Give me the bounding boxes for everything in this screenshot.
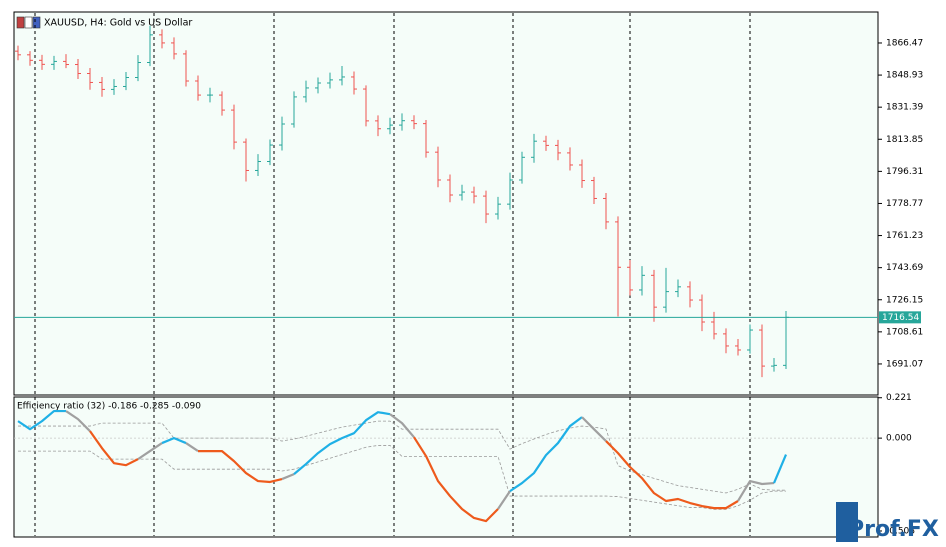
ratio-line <box>89 430 139 467</box>
ratio-line <box>281 473 295 481</box>
y-tick-label: 0.221 <box>886 393 912 403</box>
y-tick-label: 1691.07 <box>886 359 923 369</box>
y-tick-label: 1778.77 <box>886 199 923 209</box>
y-tick-label: 1708.61 <box>886 327 923 337</box>
price-label-box <box>879 311 921 324</box>
ratio-line <box>185 442 199 453</box>
ratio-line <box>737 479 775 502</box>
chart-title: XAUUSD, H4: Gold vs US Dollar <box>44 18 192 29</box>
ratio-line <box>65 410 91 432</box>
ratio-line <box>605 440 739 510</box>
y-tick-label: 1796.31 <box>886 167 923 177</box>
ratio-line <box>581 416 607 442</box>
ratio-line <box>137 442 163 461</box>
ratio-line <box>293 411 391 475</box>
indicator-panel <box>13 396 879 538</box>
y-tick-label: 0.000 <box>886 434 912 444</box>
y-tick-label: 1813.85 <box>886 135 923 145</box>
price-panel <box>13 11 879 396</box>
y-tick-label: -0.508 <box>886 526 915 536</box>
ratio-line <box>17 409 66 431</box>
band-line <box>18 420 786 494</box>
y-tick-label: 1726.15 <box>886 295 923 305</box>
ratio-line <box>509 416 583 493</box>
y-tick-label: 1831.39 <box>886 103 923 113</box>
ratio-line <box>413 436 499 523</box>
ratio-line <box>497 490 511 510</box>
ratio-line <box>198 449 283 484</box>
ratio-line <box>772 454 788 484</box>
y-tick-label: 1848.93 <box>886 71 923 81</box>
indicator-title: Efficiency ratio (32) -0.186 -0.285 -0.0… <box>17 402 201 412</box>
price-label: 1716.54 <box>882 313 919 323</box>
band-line <box>18 445 786 510</box>
watermark: Prof.FX <box>836 502 939 542</box>
ratio-line <box>161 437 187 445</box>
ratio-line <box>389 413 415 438</box>
y-tick-label: 1866.47 <box>886 38 923 48</box>
watermark-text: Prof.FX <box>848 517 939 542</box>
y-tick-label: 1743.69 <box>886 263 923 273</box>
symbol-icon <box>16 16 41 29</box>
y-tick-label: 1761.23 <box>886 231 923 241</box>
